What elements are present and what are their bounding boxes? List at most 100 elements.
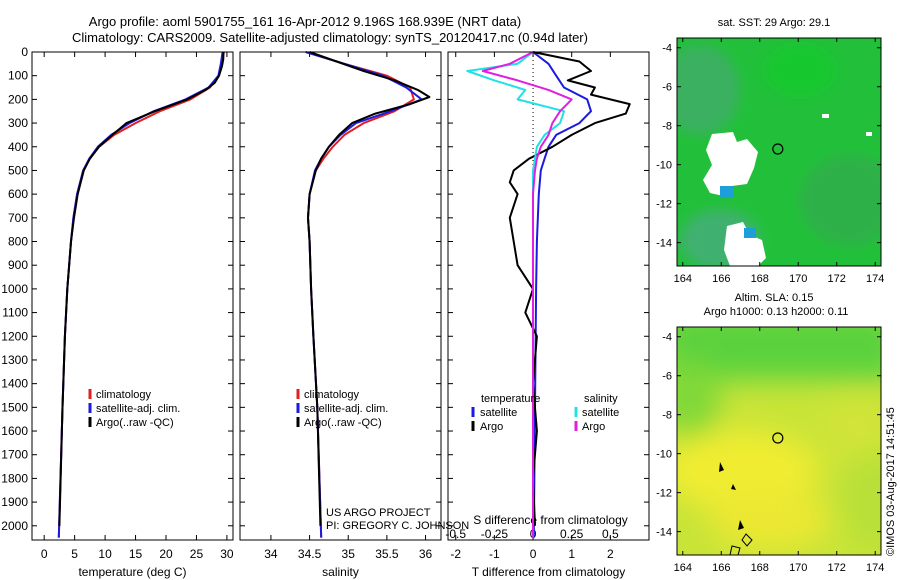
difference-panel-frame [447,51,650,541]
sst_map-xtick-label: 174 [866,273,884,285]
sla_map-ytick-label: -4 [662,332,672,344]
figure-title-line1: Argo profile: aoml 5901755_161 16-Apr-20… [89,14,521,29]
salinity-xtick-label: 35.5 [375,547,399,561]
depth-tick-label: 300 [8,116,28,130]
project-annotation-line: US ARGO PROJECT [326,507,431,519]
depth-tick-label: 1600 [1,424,28,438]
temperature-xtick-label: 20 [159,547,173,561]
salinity-legend-label: satellite-adj. clim. [304,403,388,415]
difference-xtick-label: 1 [568,547,575,561]
depth-tick-label: 1400 [1,377,28,391]
profile-panel-salinity: 34 34.5 35 35.5 36 salinity climatology satelli… [239,51,469,579]
sst-land-mask [703,114,872,266]
depth-tick-label: 0 [21,45,28,59]
sla-float-position-marker [772,432,784,444]
sla_map-ytick-label: -14 [656,527,672,539]
difference-xtick-label: 2 [607,547,614,561]
sst-map-title: sat. SST: 29 Argo: 29.1 [718,17,831,29]
figure-title-line2: Climatology: CARS2009. Satellite-adjuste… [72,30,588,45]
salinity-series-climatology [305,51,415,538]
depth-tick-label: 1300 [1,353,28,367]
sst_map-ytick-label: -10 [656,160,672,172]
depth-tick-label: 600 [8,187,28,201]
salinity-legend-label: climatology [304,389,360,401]
salinity-xlabel: salinity [322,565,359,579]
sst_map-xtick-label: 170 [789,273,807,285]
temperature-legend-label: Argo(..raw -QC) [96,417,174,429]
watermark-svg: ©IMOS 03-Aug-2017 14:51:45 [885,407,897,556]
difference-series-t-argo [508,51,631,526]
salinity-xtick-label: 34 [264,547,278,561]
salinity-diff-tick-label: -0.25 [481,527,509,541]
salinity-diff-tick-label: -0.5 [445,527,466,541]
depth-tick-label: 200 [8,92,28,106]
salinity-xtick-label: 34.5 [298,547,322,561]
sst_map-xtick-label: 168 [751,273,769,285]
diff-legend-temp-label: satellite [480,407,517,419]
temperature-panel-frame [31,51,234,541]
depth-tick-label: 1100 [2,306,28,320]
temperature-xtick-label: 25 [190,547,204,561]
salinity-series-argo-raw-qc- [307,51,431,526]
salinity-diff-tick-label: 0.25 [560,527,584,541]
sla-field-variation [677,327,881,550]
sst_map-xtick-label: 172 [828,273,846,285]
temperature-xtick-label: 5 [71,547,78,561]
depth-tick-label: 2000 [1,519,28,533]
sla_map-xtick-label: 168 [751,562,769,574]
watermark-text: ©IMOS 03-Aug-2017 14:51:45 [885,407,897,556]
diff-legend-sal-label: Argo [582,421,605,433]
temperature-series-satellite-adj-clim- [57,51,224,538]
temperature-legend-label: climatology [96,389,152,401]
temperature-xtick-label: 0 [41,547,48,561]
difference-xtick-label: -1 [489,547,500,561]
depth-tick-label: 500 [8,163,28,177]
sla_map-xtick-label: 170 [789,562,807,574]
sla_map-ytick-label: -8 [662,410,672,422]
depth-tick-label: 1000 [1,282,28,296]
diff-legend-salinity-title: salinity [584,393,618,405]
imos-watermark: ©IMOS 03-Aug-2017 14:51:45 [880,370,900,560]
temperature-xlabel: temperature (deg C) [78,565,186,579]
sla-map: Altim. SLA: 0.15 Argo h1000: 0.13 h2000:… [656,292,884,574]
difference-xlabel: T difference from climatology [472,565,626,579]
temperature-xtick-label: 30 [220,547,234,561]
temperature-series-climatology [57,51,225,538]
difference-series-s-satellite [466,51,565,538]
diff-legend-sal-label: satellite [582,407,619,419]
profile-panel-difference: -2 -1 0 1 2-0.5 -0.25 0 0.25 0.5S difference fro… [445,51,650,579]
depth-tick-label: 1800 [1,471,28,485]
profile-panel-temperature: 0100200300400500600700800900100011001200… [1,45,234,579]
sst-float-position-marker [772,143,784,155]
difference-xtick-label: 0 [530,547,537,561]
sla_map-xtick-label: 174 [866,562,884,574]
salinity-xtick-label: 35 [342,547,356,561]
sla_map-xtick-label: 164 [674,562,692,574]
diff-legend-temperature-title: temperature [481,393,540,405]
depth-tick-label: 100 [8,69,28,83]
sst_map-ytick-label: -4 [662,43,672,55]
project-annotation-line: PI: GREGORY C. JOHNSON [326,520,469,532]
temperature-xtick-label: 15 [129,547,143,561]
sst-map-frame [676,37,882,267]
depth-tick-label: 400 [8,140,28,154]
depth-tick-label: 1900 [1,495,28,509]
difference-top-xlabel: S difference from climatology [473,513,628,527]
depth-tick-label: 900 [8,258,28,272]
depth-tick-label: 1700 [1,448,28,462]
sst_map-ytick-label: -6 [662,82,672,94]
depth-tick-label: 1200 [1,329,28,343]
temperature-series-argo-raw-qc- [58,52,225,526]
sla_map-ytick-label: -12 [656,488,672,500]
sla_map-xtick-label: 172 [828,562,846,574]
salinity-series-satellite-adj-clim- [305,51,423,538]
sst_map-ytick-label: -12 [656,199,672,211]
sla-map-title-line1: Altim. SLA: 0.15 [735,292,814,304]
sla-map-title-line2: Argo h1000: 0.13 h2000: 0.11 [704,306,849,318]
sst_map-ytick-label: -8 [662,121,672,133]
sst_map-xtick-label: 164 [674,273,692,285]
sla_map-ytick-label: -6 [662,371,672,383]
salinity-xtick-label: 36 [419,547,433,561]
diff-legend-temp-label: Argo [480,421,503,433]
